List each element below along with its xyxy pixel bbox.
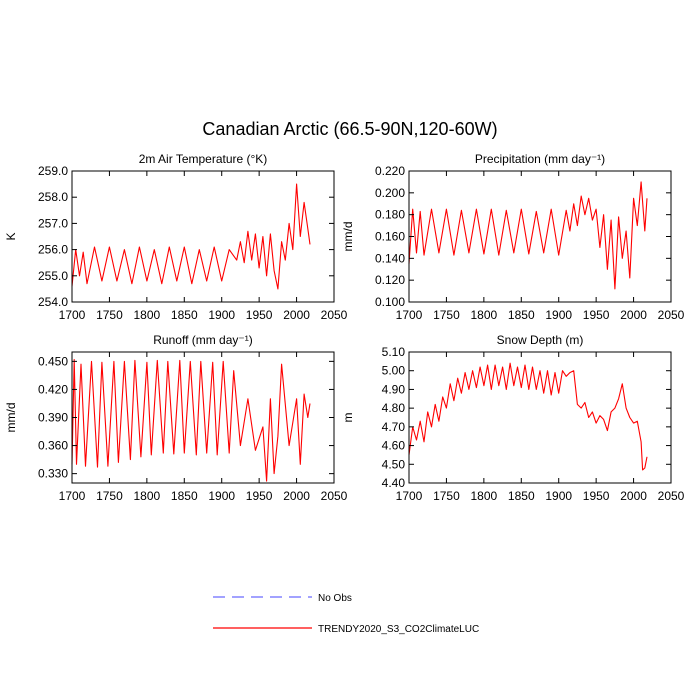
x-tick-label: 1950 <box>246 489 273 503</box>
x-tick-label: 1850 <box>171 489 198 503</box>
y-tick-label: 0.220 <box>375 164 405 178</box>
y-tick-label: 0.160 <box>375 230 405 244</box>
legend-label-trendy: TRENDY2020_S3_CO2ClimateLUC <box>318 624 479 635</box>
panel-title-snow-depth: Snow Depth (m) <box>497 333 584 347</box>
y-axis-label-temperature: K <box>4 232 18 240</box>
y-tick-label: 0.330 <box>38 467 68 481</box>
y-tick-label: 0.180 <box>375 208 405 222</box>
y-tick-label: 4.90 <box>382 382 406 396</box>
x-tick-label: 1950 <box>583 308 610 322</box>
x-tick-label: 2050 <box>658 308 685 322</box>
y-tick-label: 258.0 <box>38 190 68 204</box>
chart-panel-runoff: Runoff (mm day⁻¹) mm/d 1700 1750 1800 1850 190… <box>4 333 348 503</box>
y-tick-label: 0.140 <box>375 251 405 265</box>
x-tick-label: 1800 <box>134 489 161 503</box>
y-tick-label: 4.50 <box>382 457 406 471</box>
x-tick-label: 1900 <box>545 308 572 322</box>
y-axis-label-precipitation: mm/d <box>341 222 355 252</box>
x-tick-label: 1800 <box>471 489 498 503</box>
y-axis-label-snow-depth: m <box>341 413 355 423</box>
y-tick-label: 257.0 <box>38 216 68 230</box>
x-tick-label: 1850 <box>508 308 535 322</box>
y-tick-label: 4.40 <box>382 476 406 490</box>
x-tick-label: 1900 <box>208 308 235 322</box>
x-tick-label: 2050 <box>321 489 348 503</box>
y-tick-label: 254.0 <box>38 295 68 309</box>
x-tick-label: 1750 <box>433 489 460 503</box>
x-tick-label: 2050 <box>321 308 348 322</box>
y-tick-label: 0.390 <box>38 411 68 425</box>
x-tick-label: 2050 <box>658 489 685 503</box>
x-tick-label: 1700 <box>396 489 423 503</box>
y-tick-label: 0.120 <box>375 273 405 287</box>
series-line-precipitation <box>408 181 648 290</box>
y-tick-label: 259.0 <box>38 164 68 178</box>
x-tick-label: 1750 <box>433 308 460 322</box>
chart-panel-snow-depth: Snow Depth (m) m 1700 1750 1800 1850 1900 1950 2… <box>341 333 685 503</box>
x-tick-label: 2000 <box>620 308 647 322</box>
panel-title-precipitation: Precipitation (mm day⁻¹) <box>475 152 605 166</box>
y-tick-label: 5.00 <box>382 364 406 378</box>
x-tick-label: 1700 <box>59 489 86 503</box>
x-tick-label: 1750 <box>96 489 123 503</box>
x-tick-label: 1950 <box>246 308 273 322</box>
y-tick-label: 4.70 <box>382 420 406 434</box>
y-tick-label: 4.60 <box>382 439 406 453</box>
x-tick-label: 1750 <box>96 308 123 322</box>
legend: No Obs TRENDY2020_S3_CO2ClimateLUC <box>213 593 479 635</box>
x-tick-label: 1850 <box>171 308 198 322</box>
x-tick-label: 1800 <box>471 308 498 322</box>
panels: 2m Air Temperature (°K) K 1700 1750 1800 1850… <box>4 152 685 503</box>
plot-frame-snow-depth <box>408 351 672 484</box>
legend-label-no-obs: No Obs <box>318 593 352 604</box>
x-tick-label: 1700 <box>59 308 86 322</box>
y-tick-label: 256.0 <box>38 243 68 257</box>
y-tick-label: 5.10 <box>382 345 406 359</box>
x-tick-label: 1900 <box>545 489 572 503</box>
x-tick-label: 1800 <box>134 308 161 322</box>
panel-title-temperature: 2m Air Temperature (°K) <box>139 152 268 166</box>
panel-title-runoff: Runoff (mm day⁻¹) <box>153 333 252 347</box>
x-tick-label: 1950 <box>583 489 610 503</box>
series-line-runoff <box>71 358 311 482</box>
x-tick-label: 1700 <box>396 308 423 322</box>
plot-frame-temperature <box>71 170 335 303</box>
x-tick-label: 1850 <box>508 489 535 503</box>
chart-panel-precipitation: Precipitation (mm day⁻¹) mm/d 1700 1750 1800… <box>341 152 685 322</box>
y-tick-label: 0.200 <box>375 186 405 200</box>
series-line-snow-depth <box>408 362 648 471</box>
x-tick-label: 2000 <box>283 489 310 503</box>
figure-title: Canadian Arctic (66.5-90N,120-60W) <box>202 119 497 139</box>
y-axis-label-runoff: mm/d <box>4 403 18 433</box>
x-tick-label: 2000 <box>283 308 310 322</box>
y-tick-label: 255.0 <box>38 269 68 283</box>
y-tick-label: 4.80 <box>382 401 406 415</box>
x-tick-label: 1900 <box>208 489 235 503</box>
y-tick-label: 0.450 <box>38 354 68 368</box>
plot-frame-runoff <box>71 351 335 484</box>
y-tick-label: 0.100 <box>375 295 405 309</box>
series-line-temperature <box>71 183 311 290</box>
y-tick-label: 0.360 <box>38 439 68 453</box>
x-tick-label: 2000 <box>620 489 647 503</box>
chart-panel-temperature: 2m Air Temperature (°K) K 1700 1750 1800 1850… <box>4 152 348 322</box>
y-tick-label: 0.420 <box>38 382 68 396</box>
